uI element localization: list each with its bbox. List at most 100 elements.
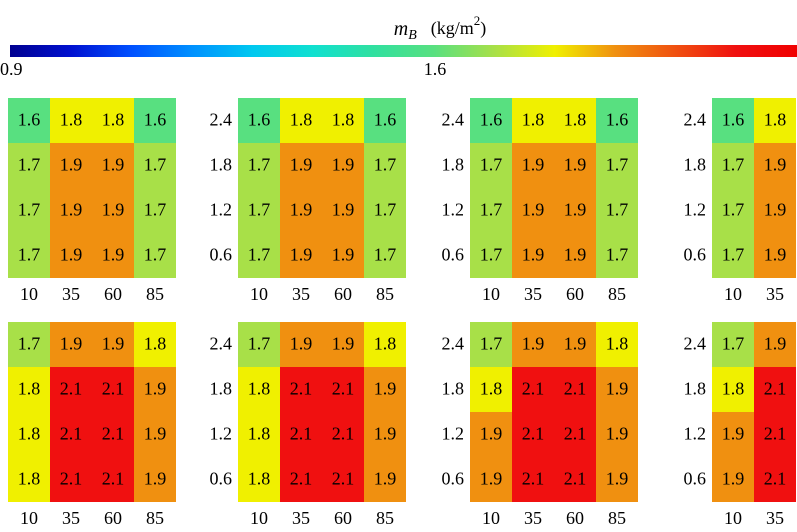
y-tick-label: 0.6	[684, 245, 707, 265]
cell-label: 1.9	[522, 200, 545, 220]
heat-cell	[134, 188, 176, 233]
x-tick-label: 10	[250, 508, 268, 528]
heat-cell	[322, 457, 364, 502]
heat-cell	[596, 367, 638, 412]
cell-label: 1.7	[248, 334, 271, 354]
cell-label: 1.7	[606, 155, 629, 175]
x-tick-label: 10	[724, 508, 742, 528]
cell-label: 1.8	[480, 379, 503, 399]
cell-label: 2.1	[102, 379, 125, 399]
cell-label: 1.9	[480, 469, 503, 489]
cell-label: 1.8	[606, 334, 629, 354]
cell-label: 1.9	[564, 334, 587, 354]
heat-cell	[364, 457, 406, 502]
heat-cell	[92, 188, 134, 233]
x-tick-label: 85	[146, 284, 164, 304]
superscript: 2	[474, 13, 481, 28]
cell-label: 2.1	[522, 379, 545, 399]
heat-cell	[92, 143, 134, 188]
cell-label: 1.6	[722, 110, 745, 130]
y-tick-label: 1.2	[442, 424, 465, 444]
x-tick-label: 85	[146, 508, 164, 528]
heat-cell	[470, 98, 512, 143]
heat-cell	[754, 98, 796, 143]
heat-cell	[92, 412, 134, 457]
x-tick-label: 10	[724, 284, 742, 304]
x-tick-label: 60	[566, 284, 584, 304]
heat-cell	[50, 457, 92, 502]
heat-cell	[512, 233, 554, 278]
cell-label: 1.7	[18, 245, 41, 265]
x-tick-label: 60	[334, 284, 352, 304]
heat-cell	[322, 98, 364, 143]
cell-label: 1.9	[102, 245, 125, 265]
heat-cell	[134, 233, 176, 278]
heat-cell	[596, 322, 638, 367]
cell-label: 1.9	[290, 334, 313, 354]
cell-label: 2.1	[60, 379, 83, 399]
heat-cell	[92, 98, 134, 143]
heat-cell	[238, 143, 280, 188]
y-tick-label: 2.4	[684, 334, 707, 354]
cell-label: 1.9	[564, 155, 587, 175]
heat-cell	[50, 322, 92, 367]
y-tick-label: 0.6	[684, 469, 707, 489]
heat-cell	[554, 457, 596, 502]
heat-cell	[754, 367, 796, 412]
heat-cell	[92, 233, 134, 278]
cell-label: 1.9	[60, 155, 83, 175]
cell-label: 1.6	[606, 110, 629, 130]
cell-label: 1.9	[374, 379, 397, 399]
cell-label: 1.9	[606, 469, 629, 489]
heat-cell	[322, 367, 364, 412]
heat-cell	[754, 188, 796, 233]
heat-cell	[8, 143, 50, 188]
y-tick-label: 1.8	[442, 379, 465, 399]
cell-label: 1.9	[606, 424, 629, 444]
heat-cell	[596, 98, 638, 143]
cell-label: 2.1	[290, 379, 313, 399]
heat-cell	[712, 143, 754, 188]
cell-label: 1.8	[764, 110, 787, 130]
colorbar	[10, 45, 797, 57]
cell-label: 1.8	[332, 110, 355, 130]
cell-label: 1.9	[102, 334, 125, 354]
cell-label: 1.8	[18, 424, 41, 444]
x-tick-label: 10	[20, 284, 38, 304]
unit-end: )	[480, 18, 486, 39]
heat-cell	[470, 188, 512, 233]
heat-cell	[8, 457, 50, 502]
heat-cell	[322, 412, 364, 457]
cell-label: 1.7	[248, 245, 271, 265]
x-tick-label: 60	[334, 508, 352, 528]
cell-label: 1.9	[722, 469, 745, 489]
x-tick-label: 85	[608, 284, 626, 304]
cell-label: 1.9	[522, 245, 545, 265]
heat-cell	[364, 233, 406, 278]
cell-label: 1.7	[248, 155, 271, 175]
cell-label: 1.9	[144, 424, 167, 444]
cell-label: 1.7	[722, 245, 745, 265]
y-tick-label: 0.6	[442, 245, 465, 265]
heat-cell	[712, 98, 754, 143]
cell-label: 1.8	[144, 334, 167, 354]
subscript: B	[408, 28, 417, 43]
heat-cell	[596, 188, 638, 233]
heat-cell	[470, 322, 512, 367]
cell-label: 1.7	[722, 200, 745, 220]
heat-cell	[512, 412, 554, 457]
x-tick-label: 35	[62, 508, 80, 528]
cell-label: 1.7	[480, 155, 503, 175]
cell-label: 1.8	[248, 379, 271, 399]
y-tick-label: 2.4	[210, 334, 233, 354]
cell-label: 2.1	[60, 424, 83, 444]
cell-label: 1.8	[722, 379, 745, 399]
heat-cell	[364, 98, 406, 143]
heat-cell	[364, 188, 406, 233]
heat-cell	[92, 322, 134, 367]
heat-cell	[280, 322, 322, 367]
heat-cell	[364, 367, 406, 412]
heat-cell	[554, 322, 596, 367]
x-tick-label: 60	[104, 508, 122, 528]
